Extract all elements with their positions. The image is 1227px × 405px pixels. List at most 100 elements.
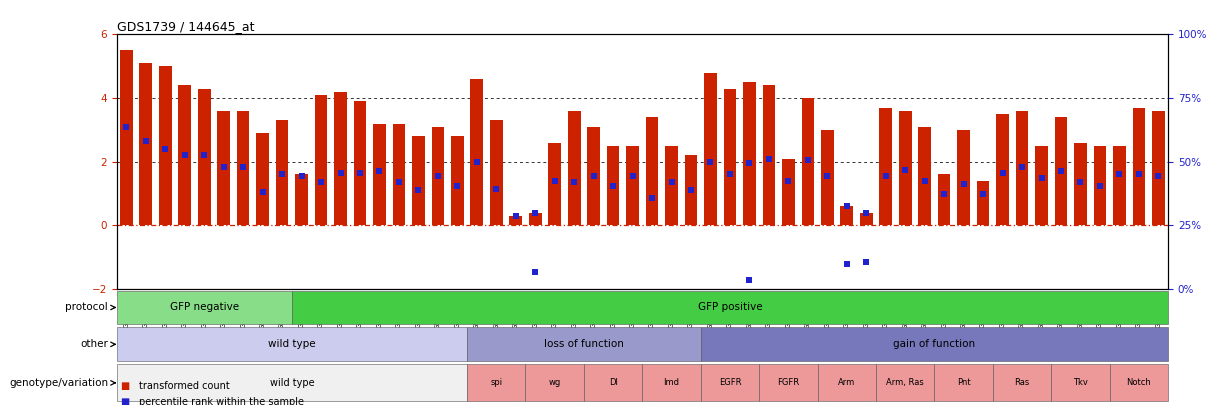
Bar (509, 216, 523, 226)
Bar (353, 101, 367, 226)
Bar (160, 66, 172, 226)
Point (233, 163, 253, 170)
Bar (993, 364, 1052, 401)
Point (876, 173, 896, 179)
Bar (821, 130, 833, 226)
Point (409, 187, 428, 194)
Text: genotype/variation: genotype/variation (9, 378, 108, 388)
Text: wild type: wild type (267, 339, 315, 350)
Point (467, 158, 487, 165)
Text: FGFR: FGFR (778, 378, 800, 387)
Point (136, 138, 156, 144)
Point (1090, 182, 1109, 189)
Bar (817, 364, 876, 401)
Bar (412, 136, 425, 226)
Text: percentile rank within the sample: percentile rank within the sample (139, 397, 303, 405)
Text: GFP negative: GFP negative (169, 303, 239, 313)
Text: wg: wg (548, 378, 561, 387)
Point (661, 179, 681, 185)
Point (779, 178, 799, 184)
Point (642, 195, 661, 202)
Bar (643, 364, 701, 401)
Point (525, 209, 545, 216)
Bar (1133, 108, 1145, 226)
Point (1129, 171, 1148, 178)
Point (604, 182, 623, 189)
Bar (334, 92, 347, 226)
Bar (296, 175, 308, 226)
Bar (626, 146, 639, 226)
Bar (198, 89, 211, 226)
Point (486, 185, 506, 192)
Text: Pnt: Pnt (957, 378, 971, 387)
Bar (117, 290, 292, 324)
Bar (1074, 143, 1087, 226)
Point (272, 171, 292, 178)
Bar (178, 85, 191, 226)
Text: GDS1739 / 144645_at: GDS1739 / 144645_at (117, 20, 254, 33)
Bar (314, 95, 328, 226)
Bar (140, 63, 152, 226)
Bar (1113, 146, 1125, 226)
Point (993, 170, 1012, 176)
Point (1012, 163, 1032, 170)
Point (623, 173, 643, 179)
Point (428, 173, 448, 179)
Text: Arm: Arm (838, 378, 855, 387)
Point (1109, 171, 1129, 178)
Bar (935, 364, 993, 401)
Point (720, 171, 740, 178)
Bar (1109, 364, 1168, 401)
Bar (452, 136, 464, 226)
Point (292, 173, 312, 179)
Bar (256, 133, 269, 226)
Text: transformed count: transformed count (139, 382, 229, 391)
Bar (525, 364, 584, 401)
Point (156, 146, 175, 152)
Bar (467, 327, 701, 361)
Point (740, 276, 760, 283)
Point (915, 178, 935, 184)
Bar (276, 120, 288, 226)
Text: GFP positive: GFP positive (698, 303, 762, 313)
Point (253, 189, 272, 195)
Text: ■: ■ (120, 382, 130, 391)
Bar (490, 120, 503, 226)
Bar (1093, 146, 1107, 226)
Text: loss of function: loss of function (544, 339, 623, 350)
Bar (237, 111, 249, 226)
Bar (117, 364, 467, 401)
Point (389, 179, 409, 185)
Bar (584, 364, 643, 401)
Point (312, 179, 331, 185)
Text: Notch: Notch (1126, 378, 1151, 387)
Bar (548, 143, 561, 226)
Text: gain of function: gain of function (893, 339, 975, 350)
Bar (470, 79, 483, 226)
Point (1032, 175, 1052, 181)
Bar (1052, 364, 1109, 401)
Text: spi: spi (491, 378, 502, 387)
Bar (432, 127, 444, 226)
Bar (1152, 111, 1164, 226)
Point (837, 203, 856, 209)
Text: other: other (80, 339, 108, 350)
Bar (762, 85, 775, 226)
Point (817, 173, 837, 179)
Bar (292, 290, 1168, 324)
Bar (701, 327, 1168, 361)
Bar (1016, 111, 1028, 226)
Bar (529, 213, 541, 226)
Bar (977, 181, 989, 226)
Bar (760, 364, 817, 401)
Text: protocol: protocol (65, 303, 108, 313)
Bar (701, 364, 760, 401)
Bar (665, 146, 677, 226)
Bar (607, 146, 620, 226)
Point (175, 152, 195, 159)
Point (837, 260, 856, 267)
Point (760, 156, 779, 162)
Bar (860, 213, 872, 226)
Point (506, 213, 525, 219)
Point (331, 170, 351, 176)
